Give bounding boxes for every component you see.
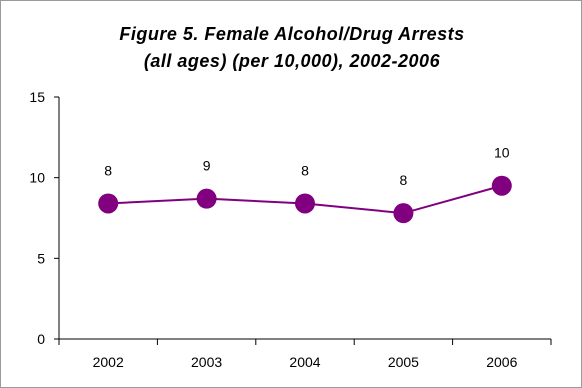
- data-label: 9: [203, 158, 211, 174]
- x-tick-label: 2005: [388, 354, 419, 370]
- x-tick-label: 2003: [191, 354, 222, 370]
- chart-title-line-2: (all ages) (per 10,000), 2002-2006: [143, 51, 441, 71]
- data-point: [196, 188, 217, 209]
- data-label: 8: [104, 162, 112, 178]
- data-point: [491, 175, 512, 196]
- y-tick-label: 5: [37, 250, 45, 266]
- y-tick-label: 0: [37, 331, 45, 347]
- series-layer: [98, 175, 512, 224]
- x-tick-label: 2006: [486, 354, 517, 370]
- data-label: 8: [400, 172, 408, 188]
- data-point: [98, 193, 119, 214]
- data-label: 10: [494, 145, 510, 161]
- data-label: 8: [301, 162, 309, 178]
- x-axis: 2002 2003 2004 2005 2006: [58, 338, 552, 370]
- x-tick-label: 2004: [289, 354, 320, 370]
- data-labels-layer: 8 9 8 8 10: [104, 145, 509, 188]
- chart-title-line-1: Figure 5. Female Alcohol/Drug Arrests: [119, 24, 465, 44]
- x-tick-label: 2002: [93, 354, 124, 370]
- data-point: [393, 203, 414, 224]
- y-axis: 0 5 10 15: [29, 89, 60, 347]
- y-tick-label: 10: [29, 170, 45, 186]
- data-point: [295, 193, 315, 214]
- y-tick-label: 15: [29, 89, 45, 105]
